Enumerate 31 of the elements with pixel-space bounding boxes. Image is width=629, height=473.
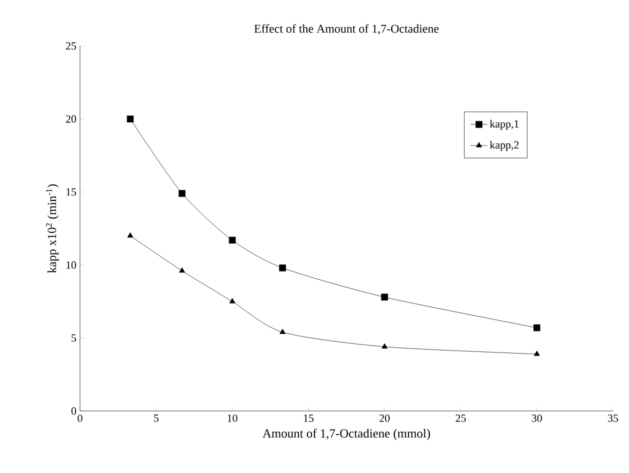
point — [382, 343, 388, 349]
x-tick-label: 5 — [154, 414, 158, 422]
point — [178, 190, 186, 197]
chart-title: Effect of the Amount of 1,7-Octadiene — [254, 24, 439, 34]
x-tick-label: 10 — [228, 414, 238, 422]
y-tick-label: 10 — [66, 261, 76, 269]
y-tick-label: 5 — [72, 334, 76, 342]
point — [228, 236, 236, 244]
point — [533, 324, 540, 332]
x-tick-label: 0 — [78, 414, 82, 422]
x-axis-title: Amount of 1,7-Octadiene (mmol) — [262, 428, 430, 440]
point — [534, 350, 540, 356]
x-tick-label: 15 — [304, 414, 314, 422]
point — [127, 232, 134, 238]
point — [126, 116, 134, 122]
y-tick-label: 0 — [71, 407, 76, 415]
x-tick-label: 35 — [608, 414, 618, 422]
x-tick-label: 25 — [456, 414, 466, 422]
y-tick-label: 25 — [66, 42, 76, 50]
y-axis-title: kapp x10$^{2}$ (min$^{-1}$) — [46, 184, 59, 273]
point — [179, 267, 186, 273]
point — [279, 264, 286, 272]
point — [229, 298, 236, 304]
x-tick-label: 30 — [532, 414, 542, 422]
point — [280, 328, 286, 334]
legend-label: kapp,2 — [490, 140, 519, 151]
legend-label: kapp,1 — [490, 120, 519, 130]
y-tick-label: 15 — [66, 188, 76, 196]
point — [381, 294, 388, 301]
y-tick-label: 20 — [66, 115, 76, 123]
x-tick-label: 20 — [380, 414, 390, 422]
